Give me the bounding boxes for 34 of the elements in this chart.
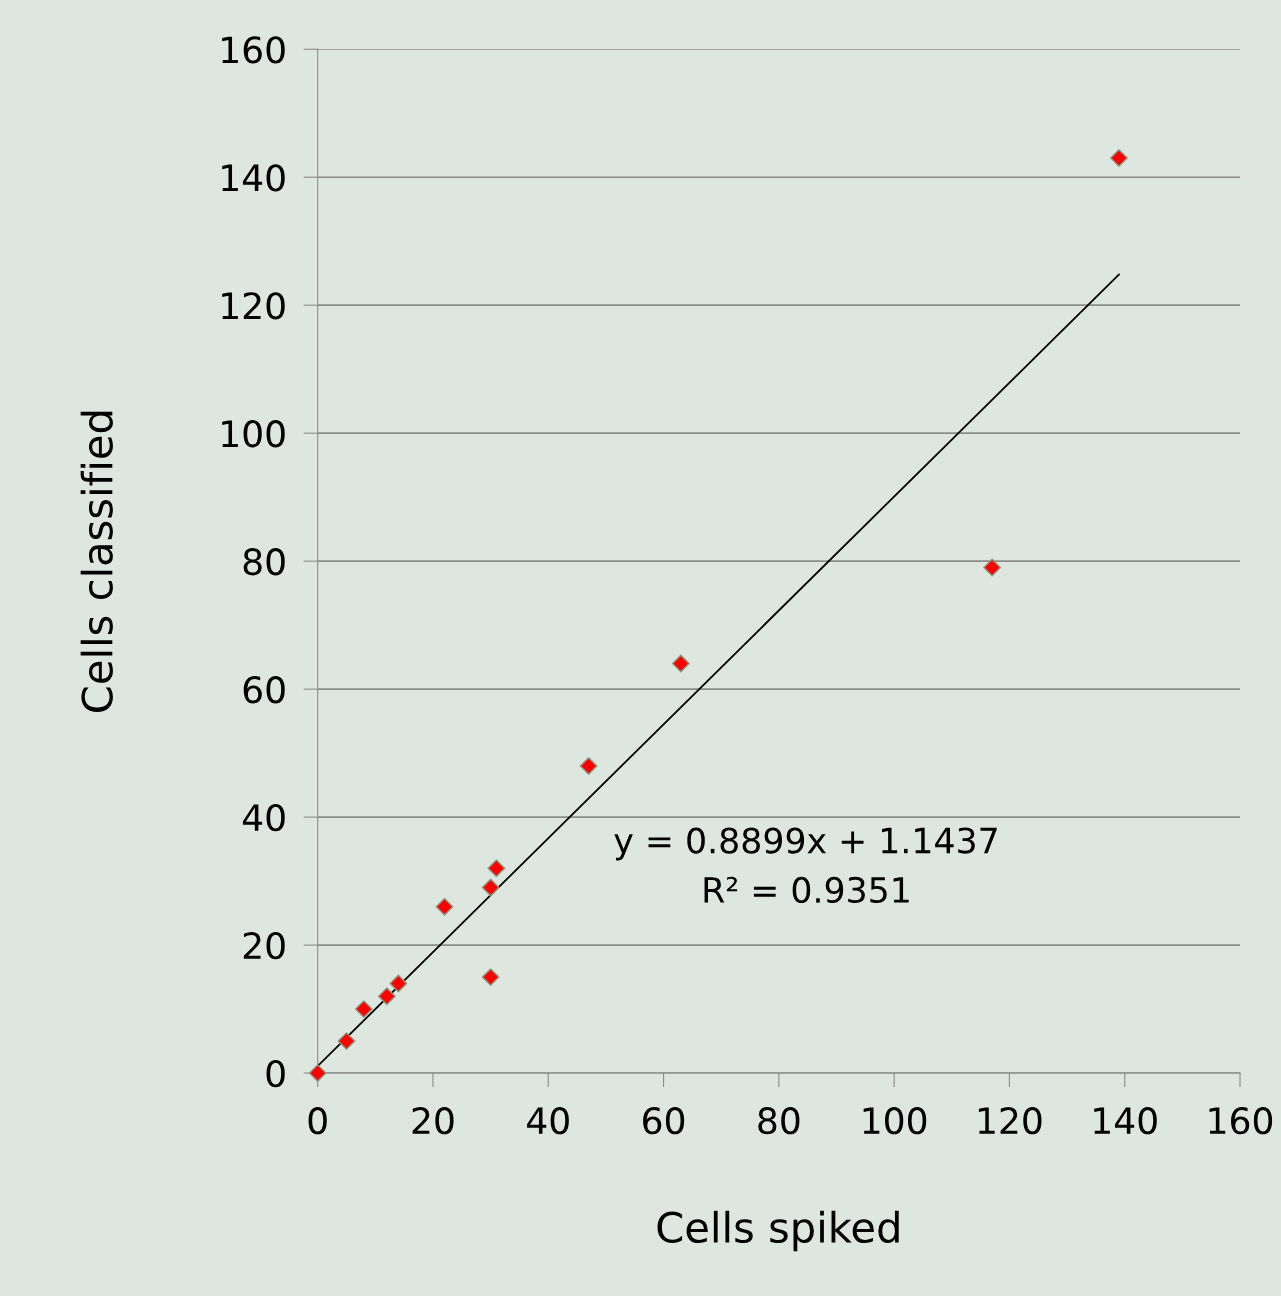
x-tick-label: 20: [412, 1107, 454, 1135]
point: [487, 859, 506, 878]
x-axis-title: Cells spiked: [657, 1210, 899, 1252]
x-tick-label: 0: [308, 1107, 327, 1135]
y-tick-label: 100: [222, 420, 285, 448]
x-tick-label: 40: [527, 1107, 569, 1135]
point: [337, 1032, 356, 1051]
point: [377, 987, 396, 1006]
point: [481, 878, 500, 897]
x-tick-label: 80: [758, 1107, 800, 1135]
x-tick-label: 160: [1209, 1107, 1273, 1135]
point: [481, 968, 500, 987]
y-tick-label: 20: [243, 932, 285, 960]
point: [389, 974, 408, 993]
point: [435, 897, 454, 916]
y-tick-label: 60: [243, 676, 285, 704]
point: [579, 757, 598, 775]
point: [983, 558, 1002, 577]
point: [1110, 149, 1128, 167]
x-tick-label: 120: [978, 1107, 1042, 1135]
annotation: y = 0.8899x + 1.1437 R² = 0.9351: [614, 827, 997, 904]
y-tick-label: 40: [242, 804, 285, 832]
y-axis-title: Cells classified: [80, 411, 113, 712]
y-tick-label: 0: [266, 1060, 285, 1088]
y-tick-label: 120: [222, 292, 285, 320]
point: [308, 1064, 327, 1082]
point: [354, 1000, 373, 1019]
x-tick-label: 60: [643, 1107, 685, 1135]
y-tick-label: 80: [243, 548, 285, 576]
x-tick-label: 140: [1094, 1107, 1157, 1135]
x-tick-label: 100: [863, 1107, 927, 1135]
y-tick-label: 140: [222, 164, 285, 192]
y-tick-label: 160: [222, 36, 285, 64]
point: [671, 654, 690, 673]
